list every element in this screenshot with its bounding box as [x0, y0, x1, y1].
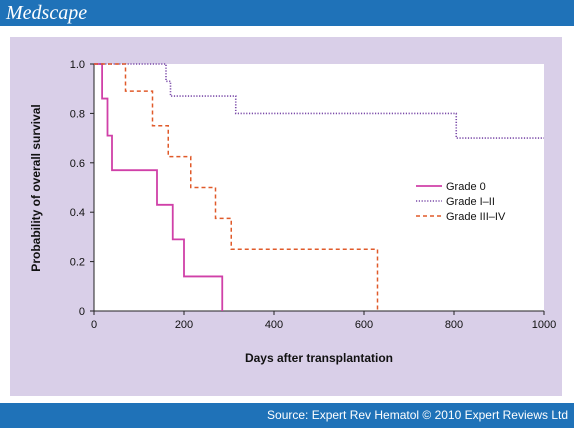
y-tick-label: 0.2 [70, 257, 85, 269]
plot-area [94, 64, 544, 311]
y-axis-label: Probability of overall survival [29, 104, 43, 271]
legend: Grade 0 Grade I–II Grade III–IV [416, 181, 506, 223]
x-axis-label: Days after transplantation [245, 351, 393, 365]
source-credit: Source: Expert Rev Hematol © 2010 Expert… [267, 408, 568, 422]
series-lines [94, 63, 544, 311]
x-tick-label: 600 [355, 319, 373, 331]
top-banner: Medscape [0, 0, 574, 26]
series-line-0 [94, 63, 224, 311]
y-tick-label: 0.4 [70, 207, 85, 219]
series-line-2 [94, 63, 379, 311]
x-tick-label: 200 [175, 319, 193, 331]
y-tick-label: 0 [79, 306, 85, 318]
legend-label: Grade I–II [446, 196, 495, 208]
bottom-banner: Source: Expert Rev Hematol © 2010 Expert… [0, 403, 574, 428]
y-tick-label: 0.8 [70, 108, 85, 120]
legend-label: Grade 0 [446, 181, 486, 193]
x-tick-label: 0 [91, 319, 97, 331]
y-tick-label: 1.0 [70, 59, 85, 71]
x-tick-label: 400 [265, 319, 283, 331]
x-tick-label: 800 [445, 319, 463, 331]
y-ticks: 0 0.2 0.4 0.6 0.8 1.0 [70, 59, 94, 318]
legend-label: Grade III–IV [446, 211, 506, 223]
x-ticks: 0 200 400 600 800 1000 [91, 311, 556, 331]
medscape-logo: Medscape [6, 2, 88, 24]
x-tick-label: 1000 [532, 319, 556, 331]
y-tick-label: 0.6 [70, 158, 85, 170]
series-line-1 [94, 63, 544, 139]
